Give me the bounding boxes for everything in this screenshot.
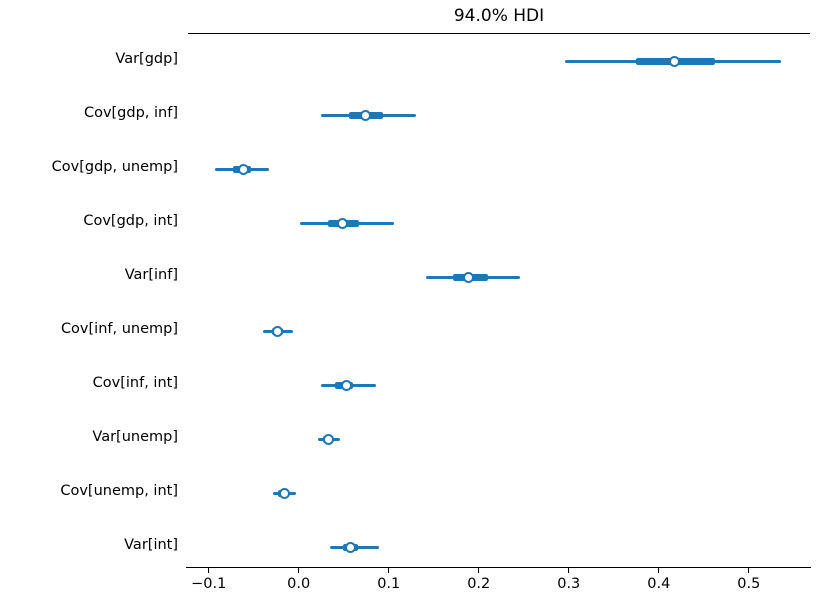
median-point-marker [337, 217, 349, 229]
median-point-marker [344, 541, 356, 553]
x-axis-tick-mark [298, 568, 300, 573]
median-point-marker [669, 55, 681, 67]
x-axis-tick-label: 0.1 [377, 576, 401, 592]
y-axis-label: Cov[inf, int] [92, 375, 178, 391]
plot-title: 94.0% HDI [453, 6, 545, 26]
title-underline-rule [188, 33, 810, 35]
x-axis-tick-label: 0.0 [287, 576, 311, 592]
x-axis-tick-label: 0.5 [737, 576, 761, 592]
x-axis-tick-mark [478, 568, 480, 573]
median-point-marker [359, 109, 371, 121]
x-axis-tick-mark [748, 568, 750, 573]
y-axis-label: Var[int] [124, 537, 178, 553]
median-point-marker [278, 487, 290, 499]
y-axis-label: Var[inf] [124, 267, 178, 283]
x-axis-tick-label: 0.3 [557, 576, 581, 592]
y-axis-label: Cov[inf, unemp] [60, 321, 178, 337]
median-point-marker [271, 325, 283, 337]
y-axis-label: Cov[gdp, int] [83, 213, 178, 229]
x-axis-tick-mark [208, 568, 210, 573]
y-axis-label: Var[gdp] [115, 51, 178, 67]
x-axis-tick-label: 0.2 [467, 576, 491, 592]
y-axis-label: Cov[gdp, inf] [83, 105, 178, 121]
median-point-marker [340, 379, 352, 391]
y-axis-label: Cov[unemp, int] [60, 483, 178, 499]
x-axis-tick-mark [388, 568, 390, 573]
x-axis-tick-label: −0.1 [191, 576, 227, 592]
y-axis-label: Cov[gdp, unemp] [51, 159, 178, 175]
x-axis-tick-label: 0.4 [647, 576, 671, 592]
x-axis-line [186, 567, 811, 569]
x-axis-tick-mark [568, 568, 570, 573]
median-point-marker [463, 271, 475, 283]
x-axis-tick-mark [658, 568, 660, 573]
median-point-marker [322, 433, 334, 445]
y-axis-label: Var[unemp] [92, 429, 178, 445]
median-point-marker [238, 163, 250, 175]
